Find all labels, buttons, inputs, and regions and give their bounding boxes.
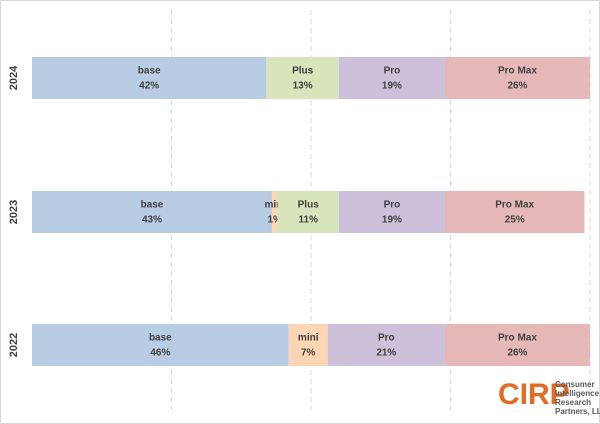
value-label: 1% [268,215,283,226]
bar-segment [32,324,289,366]
segment-name: Pro [378,333,395,344]
bar-segment [32,191,272,233]
segment-name: mini [298,333,319,344]
segment-name: Pro Max [498,66,537,77]
value-label: 21% [376,348,396,359]
segment-name: Plus [298,200,320,211]
logo-mark: CIRP [498,378,570,411]
bar-segment [277,191,339,233]
bar-segment [444,57,590,99]
segment-name: Pro [384,66,401,77]
segment-name: base [141,200,164,211]
bar-segment [338,191,445,233]
value-label: 26% [507,348,527,359]
value-label: 19% [382,81,402,92]
y-tick-label: 2024 [8,65,20,90]
segment-name: Pro [384,200,401,211]
segment-name: Pro Max [498,333,537,344]
y-tick-label: 2022 [8,333,20,357]
value-label: 7% [301,348,316,359]
value-label: 26% [507,81,527,92]
value-label: 43% [142,215,162,226]
segment-name: base [138,66,161,77]
bar-segment [444,324,590,366]
segment-name: Plus [292,66,314,77]
bar-segment [288,324,328,366]
value-label: 25% [505,215,525,226]
logo-line: Intelligence [555,389,600,398]
segment-name: base [149,333,172,344]
bar-segment [266,57,339,99]
logo-line: Consumer [555,380,595,389]
value-label: 13% [293,81,313,92]
value-label: 46% [150,348,170,359]
segment-name: Pro Max [495,200,534,211]
segment-name: mini [264,200,285,211]
logo: CIRP [498,378,570,411]
value-label: 42% [139,81,159,92]
bar-segment [327,324,445,366]
value-label: 19% [382,215,402,226]
value-label: 11% [298,215,318,226]
y-tick-label: 2023 [8,200,20,224]
bar-segment [271,191,278,233]
logo-line: Research [555,398,591,407]
bar-segment [338,57,445,99]
bar-segment [444,191,585,233]
bar-segment [32,57,267,99]
logo-line: Partners, LLC [555,407,600,416]
